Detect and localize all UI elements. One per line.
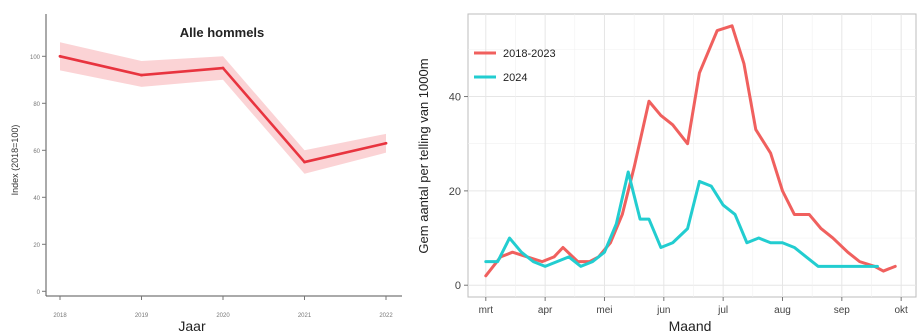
series-line-0 <box>484 24 897 278</box>
left-y-tick-label: 80 <box>33 102 40 108</box>
index-data-point <box>58 54 62 58</box>
legend-label-0: 2018-2023 <box>503 48 556 60</box>
left-x-tick-label: 2019 <box>135 313 149 319</box>
left-y-axis-title: Index (2018=100) <box>10 125 20 196</box>
legend-label-1: 2024 <box>503 72 527 84</box>
left-x-tick-label: 2022 <box>379 313 393 319</box>
left-y-tick-label: 20 <box>33 243 40 249</box>
right-x-tick-label: mrt <box>479 305 494 316</box>
right-x-tick-label: mei <box>596 305 612 316</box>
right-y-ticks: 0 20 40 <box>449 92 468 292</box>
right-x-tick-label: okt <box>894 305 908 316</box>
left-series-layer <box>58 42 388 174</box>
right-x-tick-label: aug <box>774 305 791 316</box>
left-x-axis-title: Jaar <box>178 318 206 334</box>
left-x-tick-label: 2020 <box>216 313 230 319</box>
left-y-tick-label: 100 <box>30 55 41 61</box>
right-y-tick-label: 0 <box>455 280 461 292</box>
right-x-ticks: mrt apr mei jun jul aug sep okt <box>479 297 908 316</box>
right-y-tick-label: 20 <box>449 186 461 198</box>
left-x-tick-label: 2018 <box>53 313 67 319</box>
left-chart-title: Alle hommels <box>180 25 265 40</box>
monthly-counts-chart: 0 20 40 mrt apr mei jun jul aug sep okt 2018-2023… <box>416 13 917 334</box>
left-x-tick-label: 2021 <box>298 313 312 319</box>
index-data-point <box>221 66 225 70</box>
series-line-1 <box>484 170 879 268</box>
left-y-ticks: 0 20 40 60 80 100 <box>30 55 46 296</box>
index-line-chart: 0 20 40 60 80 100 2018 2019 2020 2021 2022 Alle h… <box>10 14 402 334</box>
index-data-point <box>303 160 306 164</box>
left-y-tick-label: 60 <box>33 149 40 155</box>
right-x-tick-label: jun <box>656 305 670 316</box>
right-x-axis-title: Maand <box>669 318 712 334</box>
right-x-tick-label: jul <box>717 305 728 316</box>
right-series-layer <box>484 24 897 278</box>
right-y-tick-label: 40 <box>449 92 461 104</box>
index-data-point <box>140 73 143 77</box>
left-y-tick-label: 0 <box>37 290 41 296</box>
index-data-point <box>384 141 388 145</box>
right-x-tick-label: apr <box>538 305 553 316</box>
left-y-tick-label: 40 <box>33 196 40 202</box>
right-y-axis-title: Gem aantal per telling van 1000m <box>416 58 431 253</box>
right-grid <box>468 14 916 297</box>
left-x-ticks: 2018 2019 2020 2021 2022 <box>53 296 393 319</box>
right-legend: 2018-2023 2024 <box>474 48 556 84</box>
right-x-tick-label: sep <box>834 305 851 316</box>
